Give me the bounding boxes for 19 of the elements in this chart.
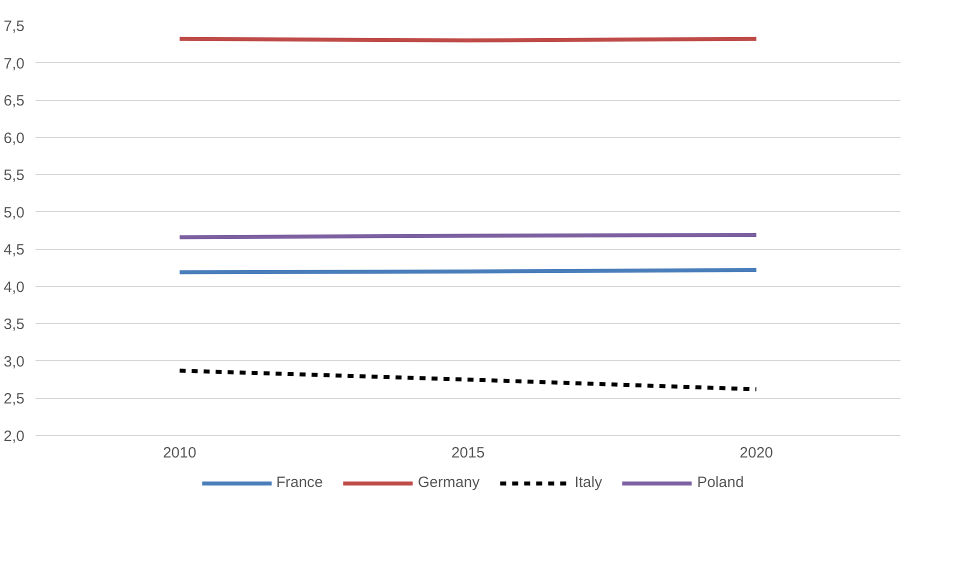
y-tick-label: 3,0 — [4, 353, 25, 370]
x-tick-label: 2015 — [451, 444, 485, 462]
legend-label: France — [276, 474, 323, 491]
legend-label: Italy — [574, 474, 602, 491]
y-tick-label: 2,5 — [4, 390, 25, 408]
y-tick-label: 7,5 — [4, 18, 25, 35]
y-tick-label: 3,5 — [4, 316, 25, 334]
legend-label: Germany — [418, 474, 480, 491]
y-tick-label: 4,5 — [4, 242, 25, 259]
x-tick-label: 2020 — [740, 444, 774, 462]
legend-label: Poland — [697, 474, 744, 491]
y-tick-label: 4,0 — [4, 278, 25, 296]
y-tick-label: 6,0 — [4, 130, 25, 147]
y-tick-label: 6,5 — [4, 92, 25, 110]
y-tick-label: 5,0 — [4, 204, 25, 222]
x-tick-label: 2010 — [162, 444, 196, 462]
y-tick-label: 7,0 — [4, 55, 25, 72]
y-tick-label: 5,5 — [4, 167, 25, 184]
y-tick-label: 2,0 — [4, 428, 25, 445]
